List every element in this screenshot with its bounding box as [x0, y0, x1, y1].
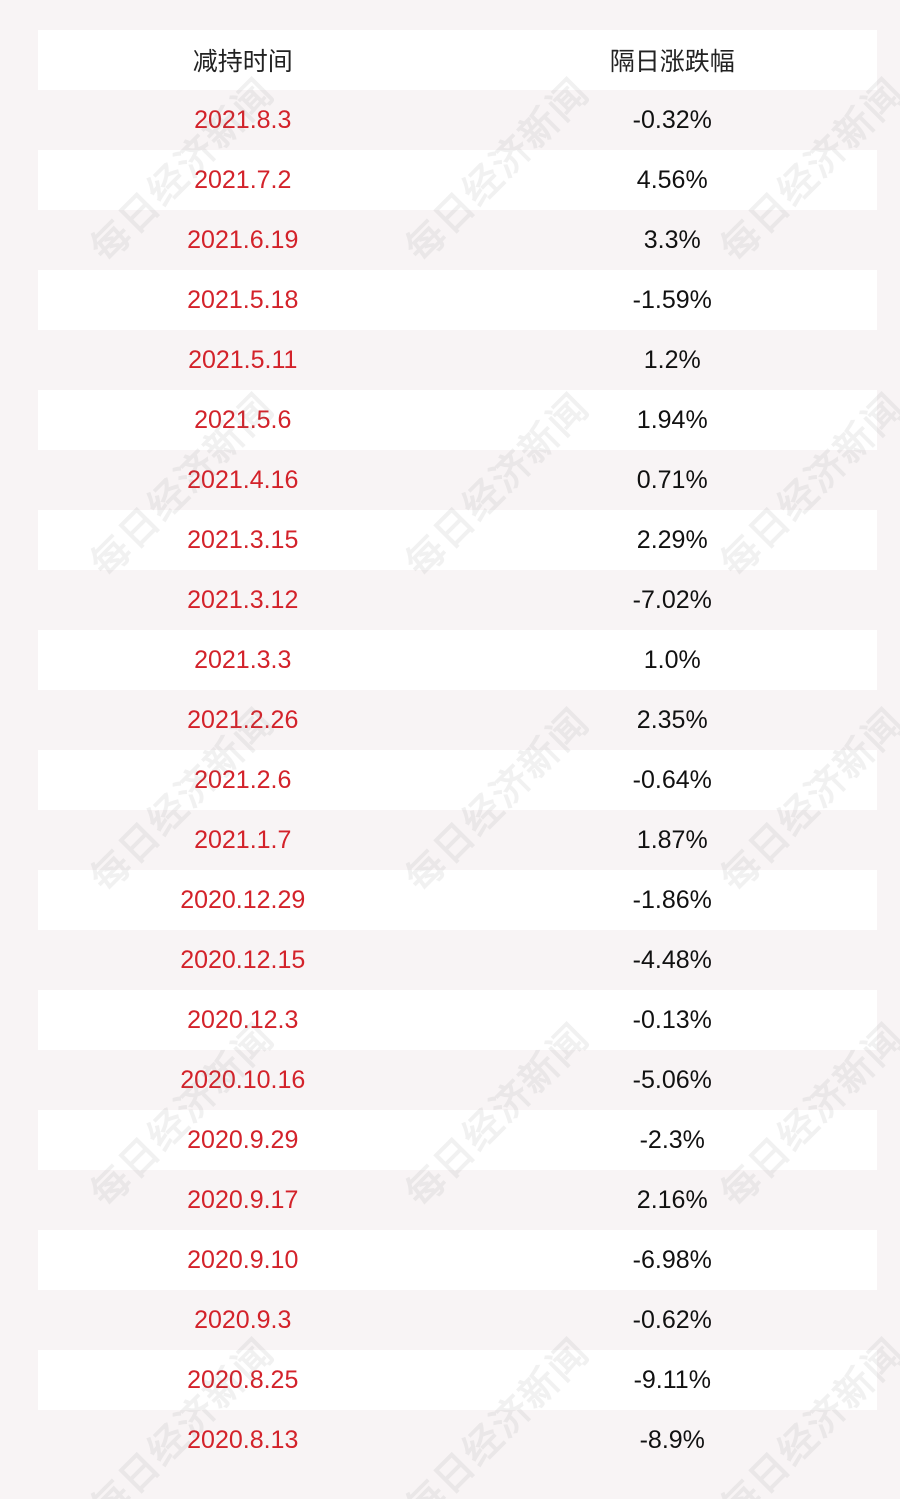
- table-row: 2020.9.29 -2.3%: [38, 1110, 877, 1170]
- table-row: 2021.3.12 -7.02%: [38, 570, 877, 630]
- table-row: 2021.8.3 -0.32%: [38, 90, 877, 150]
- change-cell: -7.02%: [632, 585, 712, 614]
- date-cell: 2021.2.6: [194, 765, 292, 794]
- table-row: 2021.5.6 1.94%: [38, 390, 877, 450]
- change-cell: -0.62%: [632, 1305, 712, 1334]
- change-cell: -1.59%: [632, 285, 712, 314]
- change-cell: -8.9%: [639, 1425, 705, 1454]
- date-cell: 2020.8.25: [187, 1365, 299, 1394]
- date-cell: 2021.6.19: [187, 225, 299, 254]
- table-row: 2021.5.11 1.2%: [38, 330, 877, 390]
- table-row: 2020.9.10 -6.98%: [38, 1230, 877, 1290]
- date-cell: 2020.9.10: [187, 1245, 299, 1274]
- change-cell: -6.98%: [632, 1245, 712, 1274]
- header-date: 减持时间: [192, 47, 293, 76]
- date-cell: 2020.9.17: [187, 1185, 299, 1214]
- date-cell: 2020.12.3: [187, 1005, 299, 1034]
- table-row: 2020.12.29 -1.86%: [38, 870, 877, 930]
- date-cell: 2021.5.11: [188, 345, 298, 374]
- date-cell: 2021.2.26: [187, 705, 299, 734]
- date-cell: 2021.3.3: [194, 645, 292, 674]
- table-row: 2021.7.2 4.56%: [38, 150, 877, 210]
- table-row: 2021.6.19 3.3%: [38, 210, 877, 270]
- reduction-table: 减持时间 隔日涨跌幅 2021.8.3 -0.32% 2021.7.2 4.56% 20…: [38, 30, 877, 1470]
- table-row: 2020.12.3 -0.13%: [38, 990, 877, 1050]
- table-row: 2021.3.3 1.0%: [38, 630, 877, 690]
- date-cell: 2021.7.2: [194, 165, 292, 194]
- change-cell: -9.11%: [633, 1365, 711, 1394]
- date-cell: 2020.9.29: [187, 1125, 299, 1154]
- date-cell: 2021.3.12: [187, 585, 299, 614]
- header-change: 隔日涨跌幅: [609, 47, 735, 76]
- table-row: 2020.8.13 -8.9%: [38, 1410, 877, 1470]
- change-cell: 1.0%: [643, 645, 701, 674]
- table-row: 2020.12.15 -4.48%: [38, 930, 877, 990]
- change-cell: 1.94%: [636, 405, 708, 434]
- change-cell: 1.87%: [636, 825, 708, 854]
- date-cell: 2020.12.15: [180, 945, 306, 974]
- table-row: 2020.10.16 -5.06%: [38, 1050, 877, 1110]
- change-cell: 2.16%: [636, 1185, 708, 1214]
- table-row: 2021.4.16 0.71%: [38, 450, 877, 510]
- table-header: 减持时间 隔日涨跌幅: [38, 30, 877, 90]
- date-cell: 2020.9.3: [194, 1305, 292, 1334]
- change-cell: -1.86%: [632, 885, 712, 914]
- table-row: 2021.5.18 -1.59%: [38, 270, 877, 330]
- table-body: 2021.8.3 -0.32% 2021.7.2 4.56% 2021.6.19 3.3%…: [38, 90, 877, 1470]
- table-row: 2021.2.6 -0.64%: [38, 750, 877, 810]
- table-row: 2021.2.26 2.35%: [38, 690, 877, 750]
- change-cell: -0.13%: [632, 1005, 712, 1034]
- change-cell: 2.29%: [636, 525, 708, 554]
- change-cell: 3.3%: [643, 225, 701, 254]
- date-cell: 2020.10.16: [180, 1065, 306, 1094]
- date-cell: 2021.4.16: [187, 465, 299, 494]
- date-cell: 2020.12.29: [180, 885, 306, 914]
- date-cell: 2021.5.18: [187, 285, 299, 314]
- table-row: 2020.8.25 -9.11%: [38, 1350, 877, 1410]
- table-row: 2020.9.17 2.16%: [38, 1170, 877, 1230]
- change-cell: -0.64%: [632, 765, 712, 794]
- table-row: 2020.9.3 -0.62%: [38, 1290, 877, 1350]
- change-cell: 4.56%: [636, 165, 708, 194]
- change-cell: 2.35%: [636, 705, 708, 734]
- change-cell: -0.32%: [632, 105, 712, 134]
- date-cell: 2020.8.13: [187, 1425, 299, 1454]
- table-row: 2021.3.15 2.29%: [38, 510, 877, 570]
- date-cell: 2021.5.6: [194, 405, 292, 434]
- date-cell: 2021.1.7: [194, 825, 292, 854]
- change-cell: -4.48%: [632, 945, 712, 974]
- change-cell: 0.71%: [636, 465, 708, 494]
- table-row: 2021.1.7 1.87%: [38, 810, 877, 870]
- change-cell: 1.2%: [643, 345, 701, 374]
- change-cell: -2.3%: [639, 1125, 705, 1154]
- change-cell: -5.06%: [632, 1065, 712, 1094]
- date-cell: 2021.8.3: [194, 105, 292, 134]
- date-cell: 2021.3.15: [187, 525, 299, 554]
